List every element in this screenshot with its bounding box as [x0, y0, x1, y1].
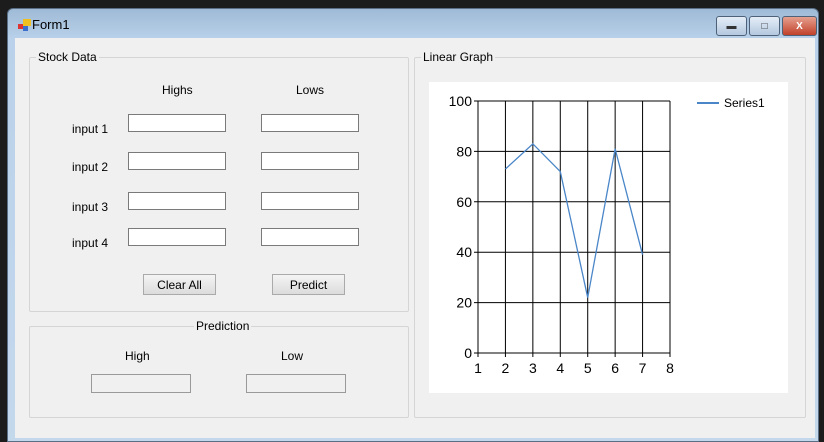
maximize-icon: □: [761, 21, 767, 32]
x-tick-label: 1: [474, 360, 482, 376]
x-tick-label: 2: [502, 360, 510, 376]
input-4-label: input 4: [72, 236, 108, 250]
x-tick-label: 7: [639, 360, 647, 376]
prediction-legend: Prediction: [194, 319, 251, 333]
high-label: High: [125, 349, 150, 363]
minimize-button[interactable]: ▬: [716, 16, 747, 36]
y-tick-label: 80: [456, 143, 472, 159]
clear-all-button[interactable]: Clear All: [143, 274, 216, 295]
legend-label: Series1: [724, 96, 765, 110]
input-1-high-field[interactable]: [128, 114, 226, 132]
low-label: Low: [281, 349, 303, 363]
y-tick-label: 60: [456, 194, 472, 210]
stock-data-legend: Stock Data: [36, 50, 99, 64]
maximize-button[interactable]: □: [749, 16, 780, 36]
minimize-icon: ▬: [727, 21, 737, 32]
highs-header: Highs: [162, 83, 193, 97]
input-4-high-field[interactable]: [128, 228, 226, 246]
close-button[interactable]: X: [782, 16, 817, 36]
series-line: [505, 144, 642, 298]
predict-button[interactable]: Predict: [272, 274, 345, 295]
predicted-high-field[interactable]: [91, 374, 191, 393]
linear-graph-legend: Linear Graph: [421, 50, 495, 64]
y-tick-label: 0: [464, 345, 472, 361]
window-title: Form1: [32, 17, 70, 32]
input-4-low-field[interactable]: [261, 228, 359, 246]
x-tick-label: 5: [584, 360, 592, 376]
input-1-low-field[interactable]: [261, 114, 359, 132]
input-3-low-field[interactable]: [261, 192, 359, 210]
y-tick-label: 100: [449, 93, 473, 109]
input-2-high-field[interactable]: [128, 152, 226, 170]
prediction-group: Prediction: [29, 319, 409, 418]
x-tick-label: 4: [556, 360, 564, 376]
stock-data-group: Stock Data: [29, 50, 409, 312]
y-tick-label: 40: [456, 244, 472, 260]
x-tick-label: 8: [666, 360, 674, 376]
x-tick-label: 6: [611, 360, 619, 376]
input-2-label: input 2: [72, 160, 108, 174]
input-3-label: input 3: [72, 200, 108, 214]
app-icon: [18, 19, 32, 31]
lows-header: Lows: [296, 83, 324, 97]
predicted-low-field[interactable]: [246, 374, 346, 393]
input-2-low-field[interactable]: [261, 152, 359, 170]
y-tick-label: 20: [456, 295, 472, 311]
input-3-high-field[interactable]: [128, 192, 226, 210]
input-1-label: input 1: [72, 122, 108, 136]
x-tick-label: 3: [529, 360, 537, 376]
close-icon: X: [796, 21, 803, 32]
